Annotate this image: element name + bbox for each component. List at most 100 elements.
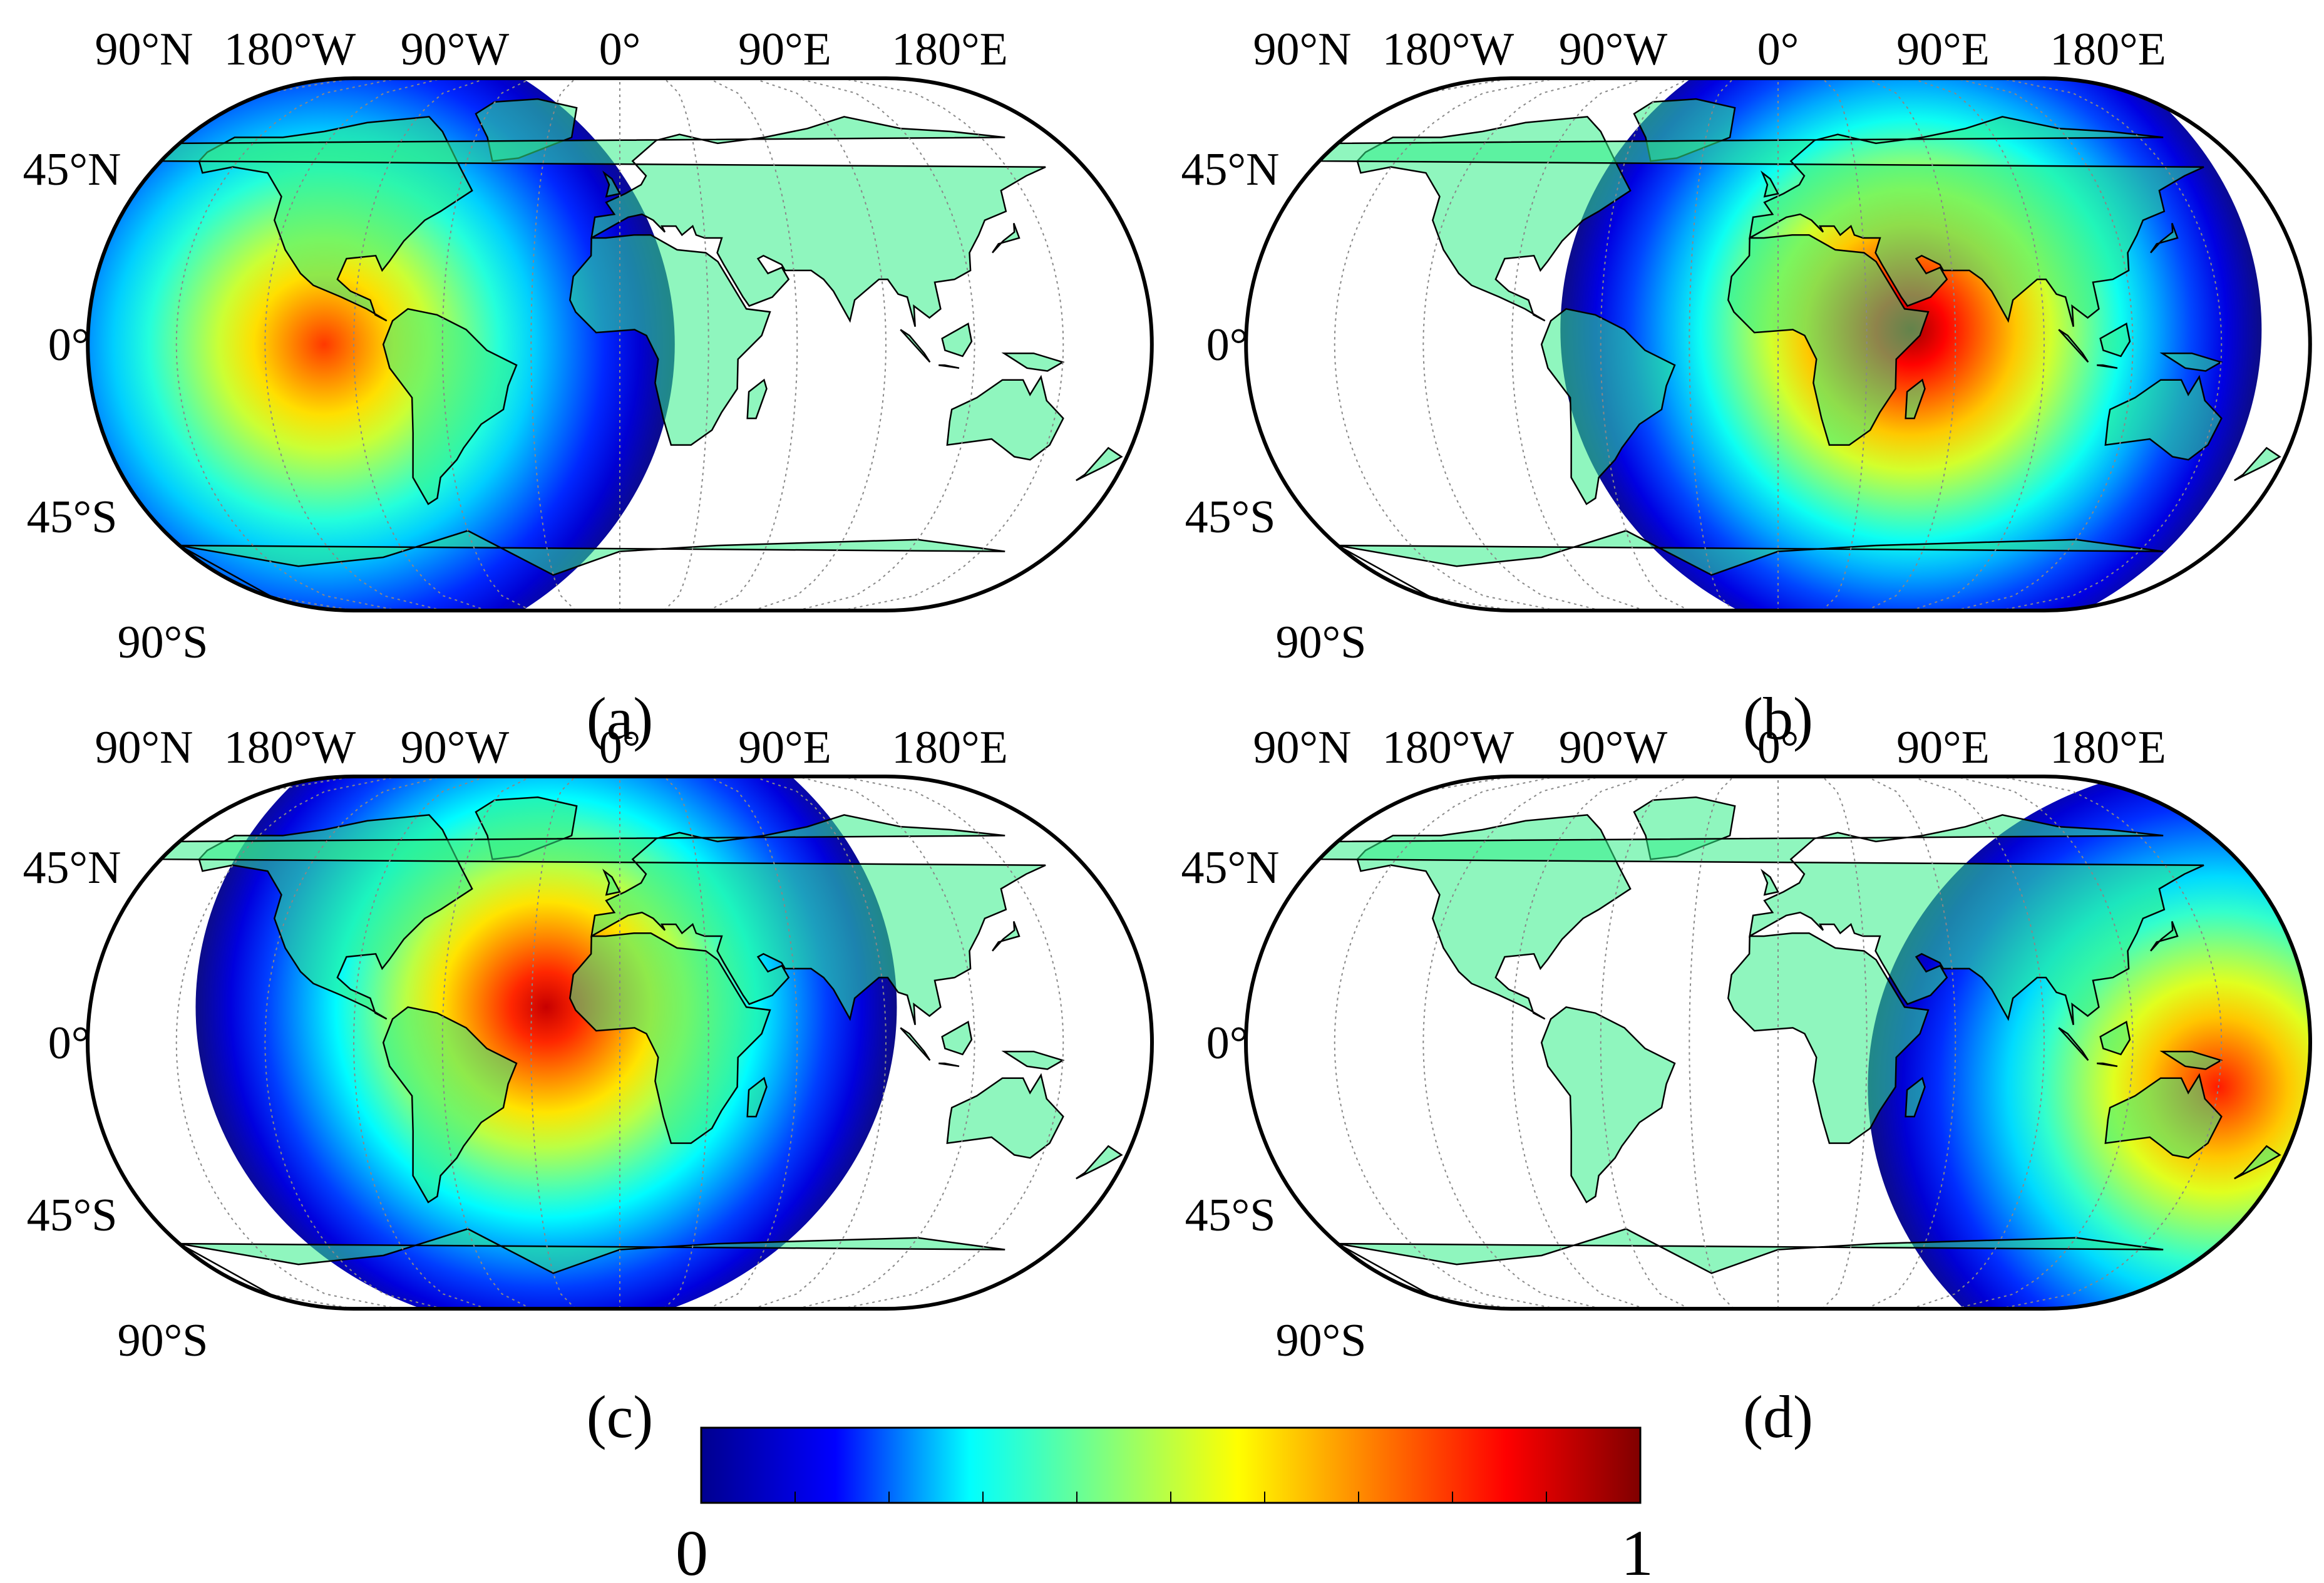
latitude-label: 45°N — [23, 842, 121, 894]
longitude-label: 180°E — [892, 24, 1008, 75]
land-mass — [746, 378, 768, 420]
latitude-label: 90°N — [95, 24, 193, 75]
latitude-label: 90°S — [1276, 1315, 1367, 1366]
land-mass — [2234, 446, 2281, 482]
map-panel-c: 180°W 90°W 0° 90°E 180°E 90°N 45°N 0° 45°S 90°S (c… — [23, 722, 1154, 1450]
land-mass — [2150, 920, 2179, 952]
map-frame — [86, 775, 1154, 1311]
latitude-label: 90°S — [118, 617, 208, 668]
land-mass — [1076, 446, 1123, 482]
land-mass — [2097, 364, 2118, 369]
longitude-label: 90°E — [1896, 24, 1990, 75]
longitude-label: 90°W — [401, 24, 510, 75]
land-mass — [992, 222, 1021, 254]
land-mass — [2234, 1145, 2281, 1180]
land-mass — [900, 329, 931, 363]
land-mass — [382, 307, 518, 505]
longitude-label: 180°E — [892, 722, 1008, 773]
land-mass — [938, 364, 960, 369]
land-mass — [2099, 1020, 2131, 1056]
land-mass — [2104, 374, 2223, 461]
land-mass — [2150, 222, 2179, 254]
latitude-label: 90°S — [1276, 617, 1367, 668]
land-mass — [938, 1062, 960, 1068]
land-mass — [900, 1027, 931, 1061]
longitude-label: 0° — [599, 722, 641, 773]
land-mass — [1727, 932, 1930, 1144]
longitude-label: 180°W — [1382, 24, 1514, 75]
land-mass — [1356, 814, 1632, 1020]
longitude-label: 180°W — [224, 24, 356, 75]
panel-label: (a) — [587, 685, 654, 752]
longitude-label: 90°W — [1559, 24, 1668, 75]
land-mass — [1905, 378, 1926, 420]
longitude-label: 180°W — [1382, 722, 1514, 773]
latitude-label: 90°N — [95, 722, 193, 773]
graticule — [1246, 776, 2223, 1309]
land-mass — [2104, 1073, 2223, 1159]
land-mass — [1761, 170, 1779, 198]
panel-label: (c) — [587, 1383, 654, 1450]
land-mass — [569, 234, 771, 446]
map-panel-b: 180°W 90°W 0° 90°E 180°E 90°N 45°N 0° 45°S 90°S (b… — [1181, 24, 2312, 752]
land-mass — [1905, 1076, 1926, 1118]
land-mass — [1001, 1050, 1065, 1070]
land-mass — [746, 1076, 768, 1118]
longitude-label: 90°E — [738, 24, 831, 75]
latitude-label: 90°S — [118, 1315, 208, 1366]
longitude-label: 90°W — [1559, 722, 1668, 773]
land-mass — [158, 116, 1046, 327]
land-mass — [1727, 234, 1930, 446]
land-mass — [2159, 1050, 2223, 1070]
land-mass — [2099, 322, 2131, 358]
land-mass — [1761, 869, 1779, 896]
map-frame — [1244, 775, 2312, 1311]
land-mass — [602, 869, 621, 896]
land-mass — [382, 1006, 518, 1204]
graticule — [88, 78, 1064, 611]
land-mass — [569, 932, 771, 1144]
map-panel-d: 180°W 90°W 0° 90°E 180°E 90°N 45°N 0° 45°S 90°S (d… — [1181, 722, 2312, 1450]
latitude-label: 45°N — [1181, 144, 1279, 195]
land-mass — [1317, 116, 2204, 327]
latitude-label: 0° — [1206, 319, 1248, 371]
land-mass — [198, 814, 473, 1020]
latitude-label: 90°N — [1253, 722, 1351, 773]
latitude-label: 0° — [1206, 1018, 1248, 1069]
latitude-label: 45°N — [1181, 842, 1279, 894]
longitude-label: 90°E — [1896, 722, 1990, 773]
colorbar-min-label: 0 — [676, 1517, 708, 1583]
longitude-label: 90°W — [401, 722, 510, 773]
latitude-label: 0° — [48, 319, 90, 371]
longitude-label: 0° — [599, 24, 641, 75]
land-mass — [2058, 329, 2089, 363]
latitude-label: 45°S — [27, 492, 118, 543]
longitude-label: 90°E — [738, 722, 831, 773]
graticule — [1246, 78, 2223, 611]
land-mass — [2058, 1027, 2089, 1061]
map-frame — [1244, 76, 2312, 612]
land-mass — [941, 322, 973, 358]
latitude-label: 45°S — [27, 1190, 118, 1241]
land-mass — [198, 116, 473, 322]
latitude-label: 90°N — [1253, 24, 1351, 75]
land-mass — [1317, 814, 2204, 1026]
land-mass — [946, 374, 1064, 461]
longitude-label: 0° — [1757, 24, 1799, 75]
land-mass — [158, 814, 1046, 1026]
visibility-footprint — [88, 78, 675, 611]
map-frame — [86, 76, 1154, 612]
land-mass — [946, 1073, 1064, 1159]
panel-label: (b) — [1743, 685, 1813, 752]
panel-label: (d) — [1743, 1383, 1813, 1450]
colorbar-scale — [700, 1426, 1642, 1504]
land-mass — [2159, 352, 2223, 372]
land-mass — [1076, 1145, 1123, 1180]
latitude-label: 45°S — [1185, 492, 1276, 543]
longitude-label: 180°E — [2050, 24, 2166, 75]
map-panel-a: 180°W 90°W 0° 90°E 180°E 90°N 45°N 0° 45°S 90°S (a… — [23, 24, 1154, 752]
longitude-label: 0° — [1757, 722, 1799, 773]
land-mass — [941, 1020, 973, 1056]
